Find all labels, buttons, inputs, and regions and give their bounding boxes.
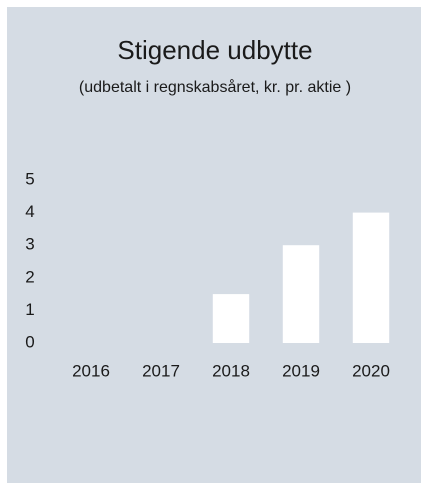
bar [212,294,250,343]
y-tick-label: 4 [25,202,34,221]
bar [282,245,320,343]
chart-background [7,7,421,483]
x-tick-label: 2018 [212,361,250,380]
y-tick-label: 1 [25,300,34,319]
x-tick-label: 2017 [142,361,180,380]
chart-subtitle: (udbetalt i regnskabsåret, kr. pr. aktie… [79,78,351,96]
x-tick-label: 2016 [72,361,110,380]
x-tick-label: 2019 [282,361,320,380]
y-tick-label: 3 [25,235,34,254]
x-tick-label: 2020 [352,361,390,380]
y-tick-label: 2 [25,267,34,286]
bar [352,212,390,343]
y-tick-label: 5 [25,169,34,188]
chart-title: Stigende udbytte [117,35,312,65]
y-tick-label: 0 [25,332,34,351]
